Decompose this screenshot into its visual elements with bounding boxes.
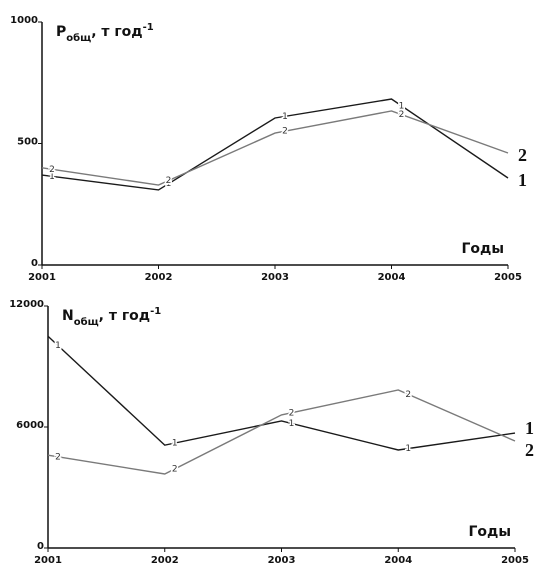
legend-label: 2 (518, 145, 527, 165)
legend-label: 1 (525, 418, 534, 438)
series-line (41, 110, 509, 186)
x-tick-label: 2001 (28, 272, 56, 283)
y-tick-label: 1000 (10, 15, 38, 26)
point-label: 1 (172, 439, 178, 449)
title-part: N (62, 308, 74, 324)
point-label: 1 (55, 341, 61, 351)
legend-label: 1 (518, 170, 527, 190)
x-tick-label: 2002 (145, 272, 173, 283)
point-label: 2 (399, 110, 405, 120)
title-part: общ (66, 32, 91, 44)
y-tick-label: 12000 (9, 299, 44, 310)
x-axis-label: Годы (468, 524, 511, 540)
x-axis-label: Годы (461, 241, 504, 257)
series-line (47, 335, 516, 451)
point-label: 1 (289, 419, 295, 429)
point-label: 2 (289, 408, 295, 418)
title-part: общ (74, 316, 99, 328)
point-label: 2 (172, 464, 178, 474)
chart-title: Pобщ, т год-1 (56, 22, 154, 44)
title-part: P (56, 24, 66, 40)
series-line (41, 98, 509, 191)
point-label: 1 (49, 172, 55, 182)
point-label: 2 (282, 127, 288, 137)
chart-title: Nобщ, т год-1 (62, 306, 161, 328)
y-tick-label: 0 (37, 541, 44, 552)
y-tick-label: 0 (31, 258, 38, 269)
title-part: , т год (91, 24, 142, 40)
point-label: 1 (399, 101, 405, 111)
title-part: -1 (150, 306, 161, 317)
x-tick-label: 2003 (268, 555, 296, 566)
x-tick-label: 2005 (494, 272, 522, 283)
point-label: 2 (405, 390, 411, 400)
point-label: 2 (166, 176, 172, 186)
title-part: -1 (143, 22, 154, 33)
series-line (47, 389, 516, 475)
legend-label: 2 (525, 440, 534, 460)
point-label: 2 (55, 452, 61, 462)
x-tick-label: 2004 (378, 272, 406, 283)
x-tick-label: 2001 (34, 555, 62, 566)
y-tick-label: 500 (17, 137, 38, 148)
x-tick-label: 2002 (151, 555, 179, 566)
point-label: 2 (49, 165, 55, 175)
point-label: 1 (166, 179, 172, 189)
x-tick-label: 2005 (501, 555, 529, 566)
y-tick-label: 6000 (16, 420, 44, 431)
x-tick-label: 2004 (384, 555, 412, 566)
point-label: 1 (282, 112, 288, 122)
x-tick-label: 2003 (261, 272, 289, 283)
title-part: , т год (99, 308, 150, 324)
point-label: 1 (405, 444, 411, 454)
